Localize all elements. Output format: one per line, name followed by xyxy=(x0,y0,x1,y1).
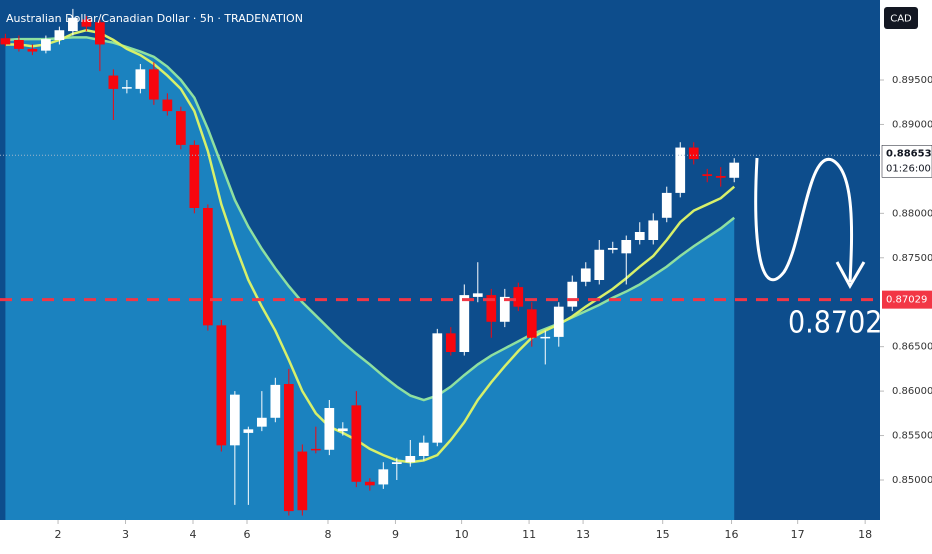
fast-ma-line xyxy=(5,28,736,464)
currency-label: CAD xyxy=(890,14,912,25)
candle-body xyxy=(553,306,564,337)
x-tick-label: 17 xyxy=(791,528,805,541)
candle-body xyxy=(715,176,726,178)
y-tick-label: 0.87500 xyxy=(892,253,932,264)
x-tick-label: 13 xyxy=(576,528,590,541)
candle-body xyxy=(513,287,524,307)
candle-body xyxy=(27,48,38,52)
candle-body xyxy=(283,384,294,512)
candle-body xyxy=(526,309,537,338)
candle-body xyxy=(0,38,11,45)
last-price-label: 0.88653 xyxy=(886,148,932,159)
candle-body xyxy=(135,69,146,89)
currency-badge xyxy=(884,7,918,29)
x-tick-label: 18 xyxy=(858,528,872,541)
candle-body xyxy=(378,469,389,485)
candle-body xyxy=(337,428,348,432)
candle-body xyxy=(189,144,200,208)
candle-body xyxy=(68,17,78,32)
countdown-label: 01:26:00 xyxy=(886,163,931,174)
candle-body xyxy=(729,162,740,178)
candle-body xyxy=(418,442,429,456)
y-tick-label: 0.85500 xyxy=(892,431,932,442)
candle-body xyxy=(364,481,375,486)
x-tick-label: 2 xyxy=(55,528,62,541)
candle-body xyxy=(675,147,686,193)
candle-body xyxy=(594,249,605,280)
candle-body xyxy=(14,40,24,49)
candle-body xyxy=(216,325,227,446)
y-tick-label: 0.85000 xyxy=(892,475,932,486)
slow-ma-area xyxy=(5,37,735,520)
candle-body xyxy=(405,456,416,463)
y-tick-label: 0.86000 xyxy=(892,386,932,397)
candle-body xyxy=(108,75,119,89)
candle-body xyxy=(149,69,159,100)
candle-body xyxy=(81,19,92,27)
candle-body xyxy=(54,30,65,40)
candle-body xyxy=(459,295,470,352)
candle-body xyxy=(391,462,402,464)
forecast-arrow xyxy=(754,157,854,283)
candle-body xyxy=(41,39,51,51)
y-tick-label: 0.86500 xyxy=(892,342,932,353)
last-price-badge xyxy=(881,145,932,178)
target-annotation: 0.8702 xyxy=(788,306,882,341)
slow-ma-line xyxy=(5,36,736,402)
candle-body xyxy=(688,147,699,160)
target-badge xyxy=(882,290,932,309)
candle-body xyxy=(567,281,578,307)
candle-body xyxy=(621,240,632,254)
candle-body xyxy=(176,111,186,145)
candle-body xyxy=(270,384,281,418)
candle-body xyxy=(499,296,510,322)
candle-body xyxy=(486,295,497,322)
candle-body xyxy=(661,192,672,218)
candle-body xyxy=(607,248,618,250)
candle-body xyxy=(540,336,551,339)
candle-body xyxy=(634,232,645,240)
y-tick-label: 0.89500 xyxy=(892,75,932,86)
candle-body xyxy=(256,417,267,427)
x-tick-label: 16 xyxy=(725,528,739,541)
target-label: 0.87029 xyxy=(886,295,927,306)
candle-body xyxy=(472,293,483,297)
x-tick-label: 9 xyxy=(392,528,399,541)
candle-body xyxy=(445,333,456,352)
candle-body xyxy=(95,22,105,45)
candle-body xyxy=(324,408,335,450)
candle-body xyxy=(648,220,659,240)
candle-body xyxy=(432,333,443,443)
x-tick-label: 15 xyxy=(656,528,670,541)
candle-body xyxy=(122,87,132,89)
y-tick-label: 0.89000 xyxy=(892,119,932,130)
candle-body xyxy=(310,448,321,451)
y-tick-label: 0.88000 xyxy=(892,208,932,219)
candle-body xyxy=(297,451,308,511)
candle-body xyxy=(243,429,254,433)
candle-body xyxy=(202,208,213,326)
candle-body xyxy=(162,99,173,112)
candle-body xyxy=(580,268,591,282)
x-tick-label: 10 xyxy=(455,528,469,541)
x-tick-label: 11 xyxy=(522,528,536,541)
x-tick-label: 8 xyxy=(324,528,331,541)
candle-body xyxy=(351,405,362,482)
x-tick-label: 4 xyxy=(190,528,197,541)
x-tick-label: 3 xyxy=(122,528,129,541)
arrow-head xyxy=(835,261,866,290)
candle-body xyxy=(229,394,240,446)
chart-title: Australian Dollar/Canadian Dollar · 5h ·… xyxy=(6,12,303,25)
candle-body xyxy=(702,174,713,176)
x-tick-label: 6 xyxy=(243,528,250,541)
